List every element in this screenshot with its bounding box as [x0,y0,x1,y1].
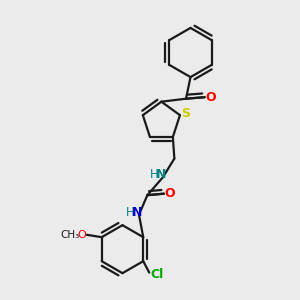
Text: H: H [150,168,158,181]
Text: Cl: Cl [150,268,164,281]
Text: N: N [132,206,142,219]
Text: O: O [77,230,86,240]
Text: S: S [181,107,190,120]
Text: O: O [164,187,175,200]
Text: CH₃: CH₃ [61,230,80,240]
Text: H: H [126,206,134,219]
Text: O: O [205,91,216,104]
Text: N: N [156,168,167,181]
